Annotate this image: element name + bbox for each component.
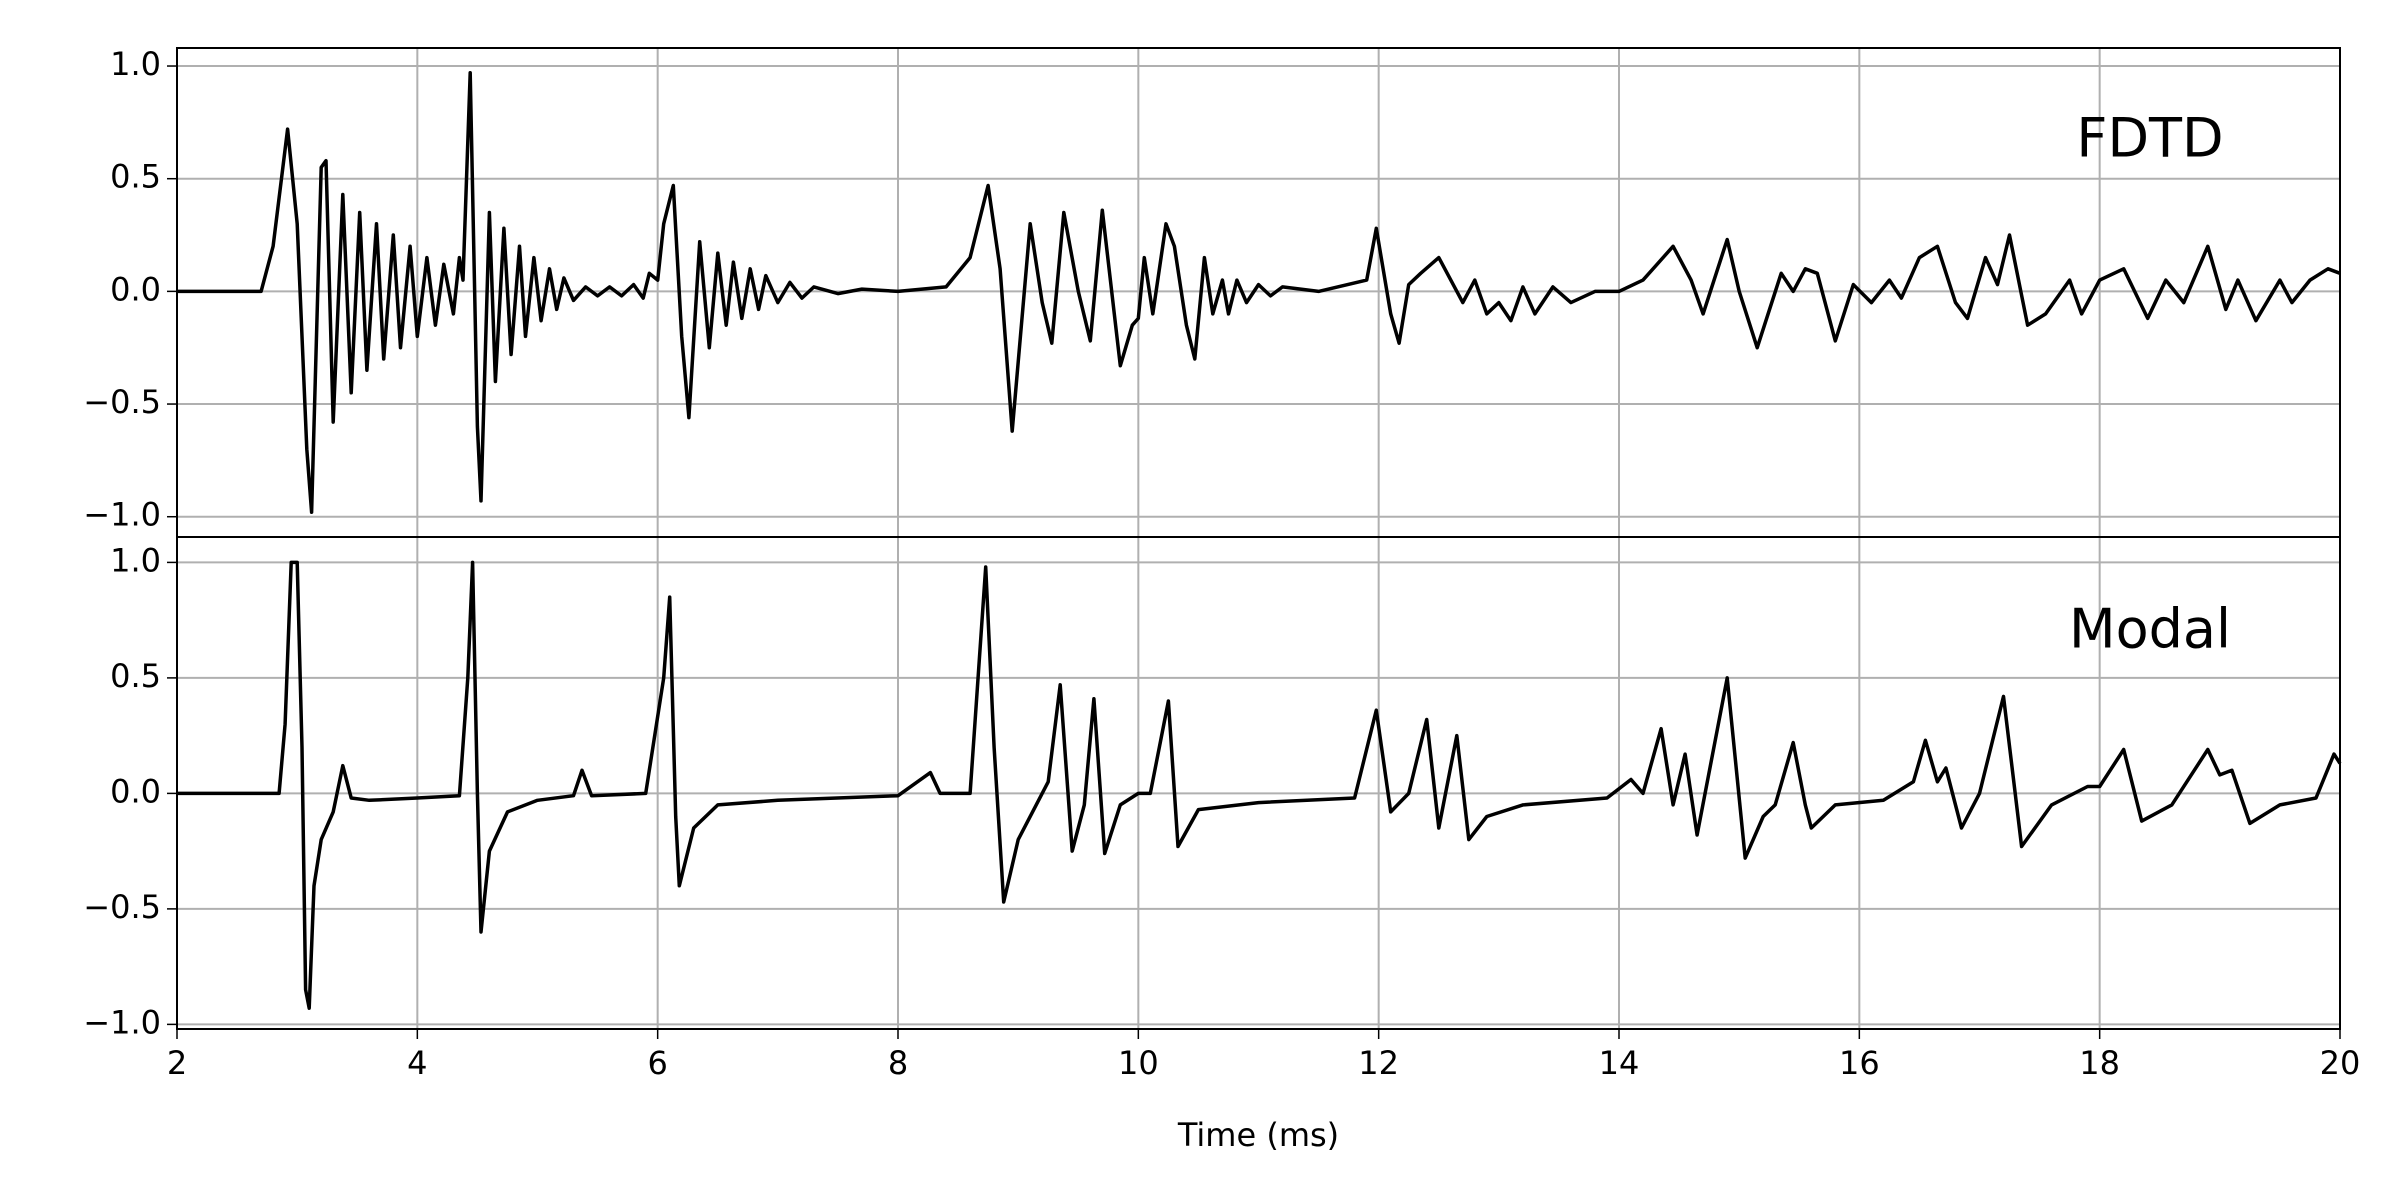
y-tick-label: 0.5 — [110, 657, 161, 695]
y-tick-label: 0.5 — [110, 158, 161, 196]
y-tick-label: 0.0 — [110, 772, 161, 810]
axes-frame — [176, 536, 2341, 1030]
y-tick-label: 0.0 — [110, 270, 161, 308]
x-tick-label: 8 — [888, 1044, 908, 1082]
x-tick-label: 14 — [1599, 1044, 1640, 1082]
y-tick-label: −0.5 — [83, 383, 161, 421]
annotation: FDTD — [2076, 107, 2223, 170]
y-tick-label: −0.5 — [83, 888, 161, 926]
x-tick-label: 4 — [407, 1044, 427, 1082]
x-tick-label: 20 — [2320, 1044, 2361, 1082]
x-tick-label: 12 — [1358, 1044, 1399, 1082]
x-axis-label: Time (ms) — [1177, 1116, 1339, 1154]
x-tick-label: 16 — [1839, 1044, 1880, 1082]
y-tick-label: −1.0 — [83, 1003, 161, 1041]
x-tick-label: 10 — [1118, 1044, 1159, 1082]
y-tick-label: −1.0 — [83, 496, 161, 534]
y-tick-label: 1.0 — [110, 541, 161, 579]
x-tick-label: 18 — [2079, 1044, 2120, 1082]
annotation: Modal — [2069, 598, 2231, 661]
x-tick-label: 6 — [647, 1044, 667, 1082]
x-tick-label: 2 — [167, 1044, 187, 1082]
line-series — [177, 560, 2342, 1010]
y-tick-label: 1.0 — [110, 45, 161, 83]
line-series — [177, 71, 2341, 514]
